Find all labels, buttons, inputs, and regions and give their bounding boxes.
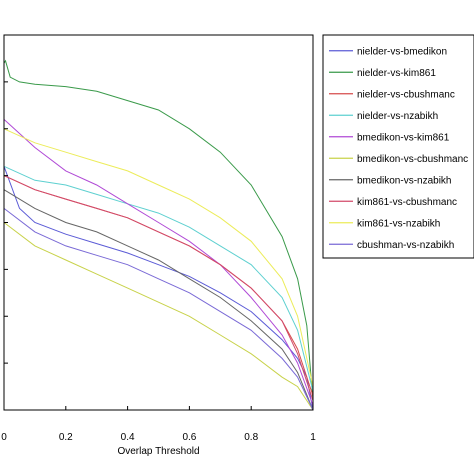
series-line-7	[3, 189, 314, 411]
x-tick-label: 0.8	[244, 432, 258, 443]
x-tick-label: 0.2	[59, 432, 73, 443]
x-tick-label: 0.4	[121, 432, 135, 443]
series-line-9	[3, 128, 314, 387]
legend-label: kim861-vs-cbushmanc	[357, 197, 457, 208]
legend-label: nielder-vs-nzabikh	[357, 111, 438, 122]
x-tick-label: 0.6	[182, 432, 196, 443]
legend-label: bmedikon-vs-nzabikh	[357, 175, 452, 186]
x-tick-label: 0	[1, 432, 7, 443]
legend-label: bmedikon-vs-kim861	[357, 132, 450, 143]
ticks-layer: 0 0.2 0.4 0.6 0.8 1	[1, 81, 316, 443]
legend-label: nielder-vs-kim861	[357, 68, 436, 79]
series-line-5	[3, 119, 314, 406]
x-axis-title: Overlap Threshold	[117, 446, 199, 457]
series-layer	[3, 59, 314, 411]
legend-label: cbushman-vs-nzabikh	[357, 240, 454, 251]
legend-label: bmedikon-vs-cbushmanc	[357, 154, 468, 165]
series-line-4	[3, 165, 314, 392]
legend-label: nielder-vs-bmedikon	[357, 46, 447, 57]
legend-label: kim861-vs-nzabikh	[357, 218, 440, 229]
series-line-3	[3, 175, 314, 397]
series-line-10	[3, 208, 314, 411]
series-line-8	[3, 175, 314, 401]
legend-label: nielder-vs-cbushmanc	[357, 89, 455, 100]
legend: nielder-vs-bmedikon nielder-vs-kim861 niel…	[322, 34, 474, 259]
x-tick-label: 1	[310, 432, 316, 443]
series-line-1	[3, 166, 314, 411]
series-line-6	[3, 222, 314, 411]
series-line-2	[3, 59, 314, 401]
